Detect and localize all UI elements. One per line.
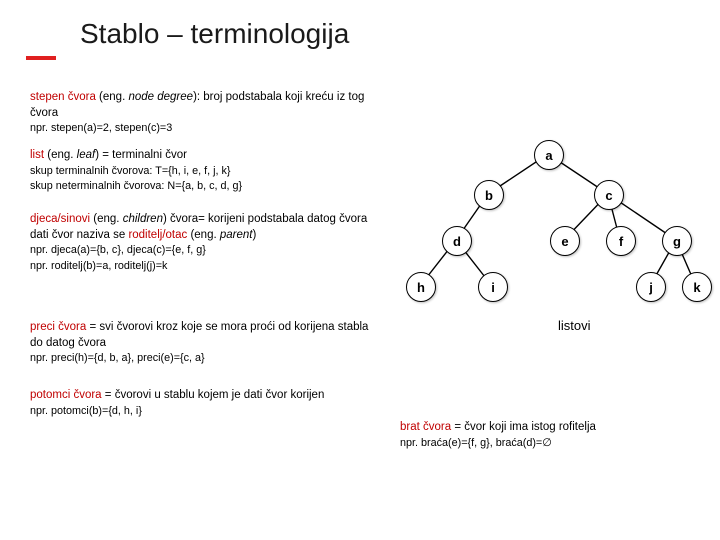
tree-node-i: i: [478, 272, 508, 302]
tree-node-e: e: [550, 226, 580, 256]
tree-node-a: a: [534, 140, 564, 170]
tree-node-h: h: [406, 272, 436, 302]
def-stepen: stepen čvora (eng. node degree): broj po…: [30, 90, 370, 137]
listovi-label: listovi: [558, 318, 591, 333]
tree-edges: [388, 140, 708, 360]
tree-node-g: g: [662, 226, 692, 256]
tree-node-k: k: [682, 272, 712, 302]
def-preci: preci čvora = svi čvorovi kroz koje se m…: [30, 320, 370, 367]
tree-node-b: b: [474, 180, 504, 210]
def-potomci: potomci čvora = čvorovi u stablu kojem j…: [30, 388, 324, 419]
page-title: Stablo – terminologija: [80, 18, 349, 50]
tree-node-d: d: [442, 226, 472, 256]
tree-node-j: j: [636, 272, 666, 302]
def-brat: brat čvora = čvor koji ima istog rofitel…: [400, 420, 596, 451]
tree-diagram: listovi abcdefghijk: [388, 140, 708, 360]
def-djeca: djeca/sinovi (eng. children) čvora= kori…: [30, 212, 367, 274]
tree-node-c: c: [594, 180, 624, 210]
tree-node-f: f: [606, 226, 636, 256]
def-list: list (eng. leaf) = terminalni čvor skup …: [30, 148, 242, 195]
title-accent: [26, 56, 56, 60]
